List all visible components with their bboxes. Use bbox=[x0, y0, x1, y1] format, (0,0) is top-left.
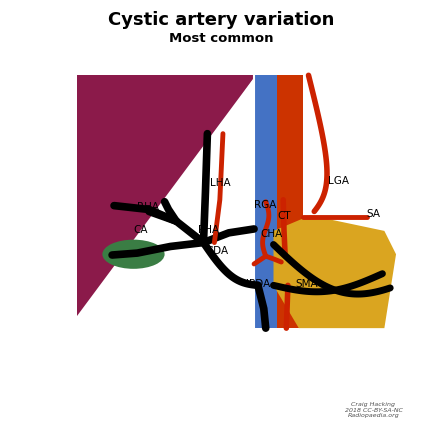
Text: Craig Hacking
2018 CC-BY-SA-NC
Radiopaedia.org: Craig Hacking 2018 CC-BY-SA-NC Radiopaed… bbox=[345, 402, 402, 419]
Text: IPDA: IPDA bbox=[246, 279, 271, 290]
Ellipse shape bbox=[103, 240, 164, 269]
Text: PHA: PHA bbox=[198, 225, 219, 235]
Text: Cystic artery variation: Cystic artery variation bbox=[108, 11, 334, 29]
Text: LHA: LHA bbox=[210, 178, 231, 188]
Text: SA: SA bbox=[367, 210, 381, 219]
Text: Most common: Most common bbox=[169, 32, 273, 46]
Polygon shape bbox=[274, 215, 396, 328]
Text: LGA: LGA bbox=[328, 176, 349, 186]
Text: CT: CT bbox=[278, 211, 291, 221]
Text: SMA: SMA bbox=[295, 279, 317, 290]
Text: RGA: RGA bbox=[254, 200, 276, 210]
Text: GDA: GDA bbox=[206, 246, 229, 256]
Polygon shape bbox=[85, 75, 256, 316]
Polygon shape bbox=[77, 75, 377, 316]
Text: CA: CA bbox=[133, 225, 148, 235]
Text: RHA: RHA bbox=[137, 202, 160, 212]
Bar bbox=[254, 75, 278, 328]
Text: CHA: CHA bbox=[260, 229, 282, 239]
Bar bbox=[278, 75, 303, 328]
